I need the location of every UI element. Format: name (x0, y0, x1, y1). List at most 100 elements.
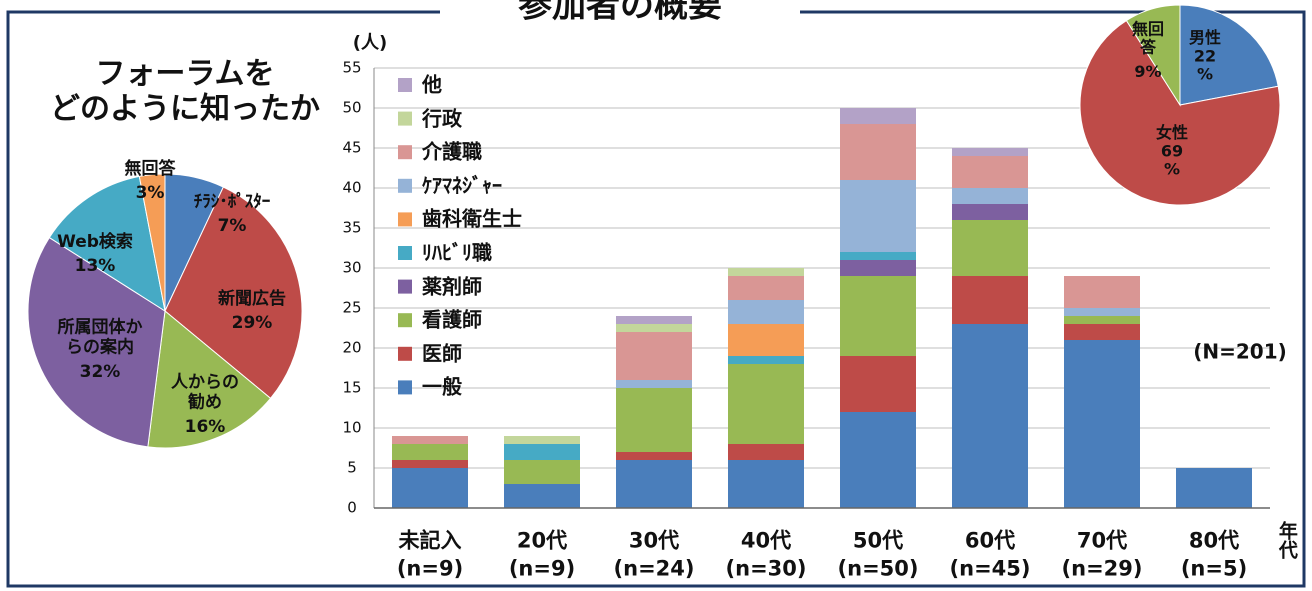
bar-segment (952, 276, 1028, 324)
bar-segment (1064, 324, 1140, 340)
slice-label: 人からの 勧め (171, 372, 239, 413)
slice-label: 男性 (1188, 28, 1222, 48)
y-tick-label: 25 (342, 298, 362, 317)
bar-segment (840, 276, 916, 356)
legend-swatch (398, 246, 412, 260)
legend-swatch (398, 78, 412, 92)
y-tick-label: 50 (342, 98, 362, 117)
legend-label: ｹｱﾏﾈｼﾞｬｰ (422, 173, 502, 198)
x-tick-label: 20代 (n=9) (508, 528, 576, 581)
y-tick-label: 55 (342, 58, 362, 77)
slice-label: 無回 答 (1131, 19, 1165, 57)
bar-segment (1064, 340, 1140, 508)
x-tick-label: 60代 (n=45) (949, 528, 1031, 581)
bar-segment (728, 324, 804, 356)
bar-segment (728, 364, 804, 444)
slice-label: 無回答 (124, 159, 176, 180)
bar-segment (728, 444, 804, 460)
bar-segment (504, 460, 580, 484)
bar-segment (392, 468, 468, 508)
slice-label: 女性 (1155, 123, 1189, 143)
bar-segment (728, 276, 804, 300)
pie-slice (48, 175, 166, 313)
bar-segment (1064, 316, 1140, 324)
bar-segment (840, 412, 916, 508)
slice-value: 16% (184, 417, 226, 438)
bar-segment (392, 436, 468, 444)
legend-label: 医師 (422, 341, 462, 366)
x-tick-label: 未記入 (n=9) (396, 528, 464, 581)
bar-segment (616, 388, 692, 452)
bar-segment (616, 332, 692, 380)
bar-segment (616, 324, 692, 332)
page-title: 参加者の概要 (518, 0, 722, 26)
slice-value: 29% (231, 312, 273, 333)
bar-segment (952, 204, 1028, 220)
bar-segment (392, 444, 468, 460)
bar-segment (728, 460, 804, 508)
legend-label: 他 (422, 72, 442, 97)
legend-swatch (398, 145, 412, 160)
y-tick-label: 20 (342, 338, 362, 357)
slice-value: 3% (135, 182, 165, 203)
bar-segment (840, 260, 916, 276)
legend-swatch (398, 279, 412, 294)
slice-value: 13% (74, 255, 116, 276)
title-gap (440, 0, 800, 26)
x-axis-label: 年代 (1275, 521, 1298, 559)
bar-segment (952, 188, 1028, 204)
x-tick-label: 80代 (n=5) (1180, 528, 1248, 581)
bar-segment (728, 300, 804, 324)
bar-segment (952, 156, 1028, 188)
legend-swatch (398, 111, 412, 126)
y-tick-label: 30 (342, 258, 362, 277)
slice-value: 9% (1134, 61, 1162, 81)
bar-segment (504, 436, 580, 444)
y-axis-label: (人) (352, 32, 388, 54)
slice-label: 新聞広告 (218, 289, 286, 310)
bar-segment (392, 460, 468, 468)
legend-label: 看護師 (422, 307, 482, 332)
slice-label: 所属団体か らの案内 (57, 317, 143, 358)
legend-swatch (398, 380, 412, 395)
pie-slice (147, 310, 272, 449)
bar-segment (840, 356, 916, 412)
bar-segment (616, 380, 692, 388)
bar-segment (616, 460, 692, 508)
legend-label: ﾘﾊﾋﾞﾘ職 (422, 240, 492, 265)
bar-segment (728, 268, 804, 276)
slice-value: 22 % (1193, 46, 1217, 85)
bar-segment (952, 324, 1028, 508)
legend-label: 薬剤師 (422, 274, 482, 299)
legend-swatch (398, 346, 412, 361)
legend-label: 行政 (422, 106, 462, 131)
y-tick-label: 15 (342, 378, 362, 397)
bar-segment (952, 148, 1028, 156)
legend-label: 介護職 (422, 139, 482, 164)
slice-label: ﾁﾗｼ･ﾎﾟｽﾀｰ (193, 192, 271, 213)
annotation: (N=201) (1193, 339, 1287, 364)
legend-label: 一般 (422, 374, 462, 399)
bar-segment (840, 124, 916, 180)
slice-value: 69 % (1160, 141, 1184, 180)
slice-label: Web検索 (57, 232, 133, 253)
bar-segment (616, 452, 692, 460)
slice-value: 7% (217, 215, 247, 236)
bar-segment (504, 484, 580, 508)
bar-segment (616, 316, 692, 324)
legend-swatch (398, 313, 412, 328)
x-tick-label: 30代 (n=24) (613, 528, 695, 581)
pie-slice (1125, 4, 1181, 107)
bar-segment (840, 252, 916, 260)
pie-slice (138, 173, 166, 312)
y-tick-label: 0 (347, 498, 357, 517)
pie-slice (27, 236, 166, 448)
bar-segment (952, 220, 1028, 276)
pie-slice (1079, 19, 1281, 206)
bar-segment (840, 108, 916, 124)
bar-segment (728, 356, 804, 364)
bar-segment (504, 444, 580, 460)
bar-segment (1176, 468, 1252, 508)
